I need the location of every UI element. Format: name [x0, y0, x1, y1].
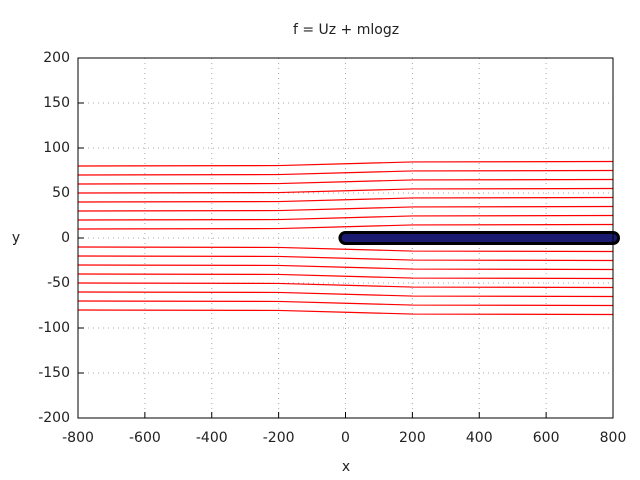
streamline: [77, 187, 614, 194]
streamline: [77, 282, 614, 289]
x-tick-label: -200: [263, 430, 295, 446]
plot-frame: [77, 57, 614, 419]
y-tick-label: 100: [43, 140, 70, 156]
streamline: [77, 300, 614, 307]
y-tick-label: -50: [47, 275, 70, 291]
x-tick-label: 200: [399, 430, 426, 446]
y-tick-label: 200: [43, 50, 70, 66]
streamline: [77, 264, 614, 271]
chart-title: f = Uz + mlogz: [293, 22, 399, 38]
streamline: [77, 246, 614, 253]
x-tick-label: 400: [466, 430, 493, 446]
streamline: [77, 160, 614, 167]
y-tick-label: -100: [38, 320, 70, 336]
streamline: [77, 273, 614, 280]
y-tick-label: 150: [43, 95, 70, 111]
streamline: [77, 214, 614, 221]
streamline: [77, 178, 614, 185]
y-axis-label: y: [12, 230, 20, 246]
streamline: [77, 169, 614, 176]
y-tick-label: -150: [38, 365, 70, 381]
x-tick-label: -600: [129, 430, 161, 446]
streamline: [77, 205, 614, 212]
x-tick-label: 0: [341, 430, 350, 446]
y-tick-label: -200: [38, 410, 70, 426]
streamline: [77, 196, 614, 203]
y-tick-label: 50: [52, 185, 70, 201]
streamline: [77, 223, 614, 230]
y-tick-label: 0: [61, 230, 70, 246]
x-tick-label: -400: [196, 430, 228, 446]
x-axis-label: x: [342, 459, 350, 475]
x-tick-label: -800: [62, 430, 94, 446]
streamline: [77, 255, 614, 262]
x-tick-label: 600: [533, 430, 560, 446]
x-tick-label: 800: [600, 430, 627, 446]
streamline: [77, 291, 614, 298]
streamline: [77, 309, 614, 316]
